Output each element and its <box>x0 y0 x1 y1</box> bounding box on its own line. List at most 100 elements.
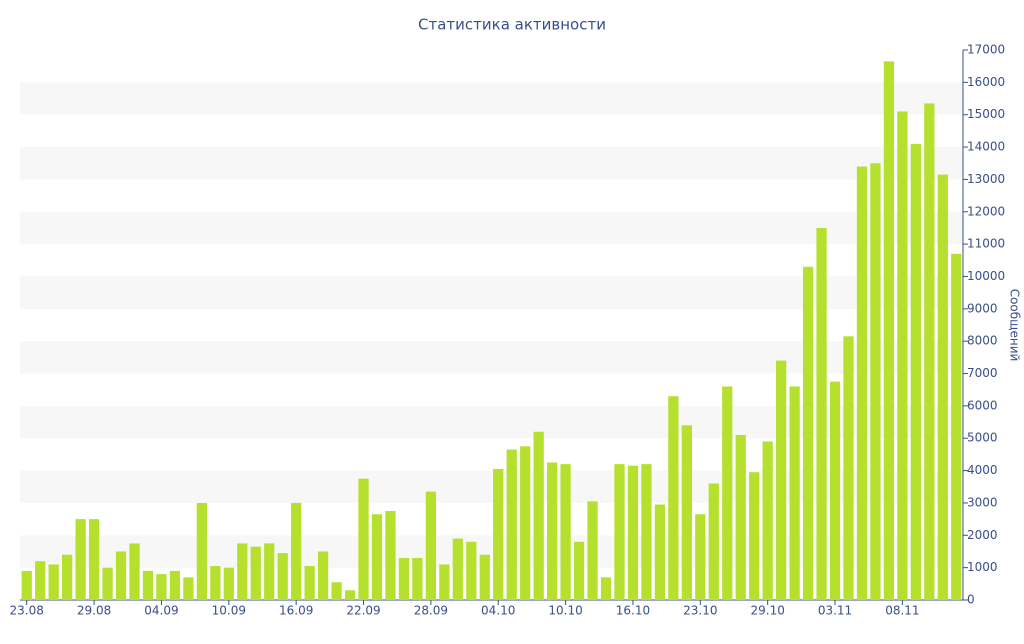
bar <box>358 478 369 600</box>
bar <box>506 449 517 600</box>
bar <box>412 557 423 600</box>
bar <box>88 519 100 600</box>
bar <box>35 561 46 600</box>
y-tick-label: 4000 <box>967 463 998 477</box>
bar <box>142 570 154 600</box>
x-tick-label: 23.08 <box>10 604 44 618</box>
bar <box>722 386 733 600</box>
y-tick-label: 10000 <box>967 269 1005 283</box>
bar <box>695 514 706 600</box>
grid-band <box>20 211 963 245</box>
bar <box>250 546 261 600</box>
x-tick-label: 28.09 <box>414 604 448 618</box>
bar <box>937 174 948 600</box>
bar <box>277 553 288 600</box>
grid-band <box>20 82 963 115</box>
bar <box>533 431 544 600</box>
bar <box>210 566 221 600</box>
bar <box>466 541 477 600</box>
bar <box>385 511 396 600</box>
bar <box>614 464 625 600</box>
bar <box>304 566 315 600</box>
bar <box>843 336 854 600</box>
bar <box>102 567 113 600</box>
bar <box>75 519 86 600</box>
bar <box>223 567 234 600</box>
bar <box>439 564 450 600</box>
bar <box>749 472 760 600</box>
bar <box>371 514 383 600</box>
y-tick-label: 12000 <box>967 204 1005 218</box>
y-tick-label: 5000 <box>967 431 998 445</box>
y-tick-label: 7000 <box>967 366 998 380</box>
bar <box>789 386 800 600</box>
bar <box>183 577 194 600</box>
bar <box>641 464 652 600</box>
y-tick-label: 16000 <box>967 75 1005 89</box>
bar <box>910 143 921 600</box>
y-tick-label: 17000 <box>967 43 1005 57</box>
bar <box>493 468 504 600</box>
y-tick-label: 15000 <box>967 107 1005 121</box>
y-tick-label: 8000 <box>967 334 998 348</box>
bar <box>735 435 746 600</box>
bar <box>344 590 356 600</box>
grid-band <box>20 147 963 180</box>
x-tick-label: 16.10 <box>616 604 650 618</box>
bar <box>708 483 719 600</box>
x-tick-label: 29.08 <box>77 604 111 618</box>
bar <box>237 543 248 600</box>
x-tick-label: 10.10 <box>548 604 582 618</box>
y-tick-label: 2000 <box>967 528 998 542</box>
bar <box>331 582 342 600</box>
x-tick-label: 16.09 <box>279 604 313 618</box>
bar <box>776 360 787 600</box>
bar <box>762 441 773 600</box>
bar <box>883 61 895 600</box>
bar <box>681 425 692 600</box>
x-tick-label: 04.10 <box>481 604 515 618</box>
y-tick-label: 14000 <box>967 140 1005 154</box>
bar <box>115 551 127 600</box>
bar <box>196 502 207 600</box>
bar <box>21 570 32 600</box>
bar <box>129 543 140 600</box>
bar <box>587 501 598 600</box>
bar <box>627 465 639 600</box>
bar <box>317 551 329 600</box>
y-tick-label: 11000 <box>967 237 1005 251</box>
bar <box>802 266 814 600</box>
bar <box>156 574 167 600</box>
bar <box>398 557 410 600</box>
y-axis-label: Сообщений <box>1008 289 1022 362</box>
y-tick-label: 6000 <box>967 398 998 412</box>
bar <box>62 554 73 600</box>
bar <box>48 564 59 600</box>
bar <box>856 166 868 600</box>
y-tick-label: 1000 <box>967 560 998 574</box>
bar <box>547 462 558 600</box>
bar <box>600 577 612 600</box>
bar <box>560 464 571 600</box>
bar <box>479 554 490 600</box>
bar <box>654 504 666 600</box>
y-tick-label: 13000 <box>967 172 1005 186</box>
x-tick-label: 03.11 <box>818 604 852 618</box>
bar <box>291 502 302 600</box>
bar <box>951 253 962 600</box>
bar <box>829 381 841 600</box>
x-tick-label: 10.09 <box>212 604 246 618</box>
bar <box>870 163 881 600</box>
x-tick-label: 08.11 <box>885 604 919 618</box>
chart-title: Статистика активности <box>418 16 606 34</box>
x-tick-label: 23.10 <box>683 604 717 618</box>
y-tick-label: 3000 <box>967 495 998 509</box>
bar <box>169 570 181 600</box>
bar <box>897 111 908 601</box>
y-tick-label: 0 <box>967 593 975 607</box>
x-tick-label: 04.09 <box>144 604 178 618</box>
bar <box>264 543 275 600</box>
bar <box>816 227 827 601</box>
bar <box>520 446 531 600</box>
